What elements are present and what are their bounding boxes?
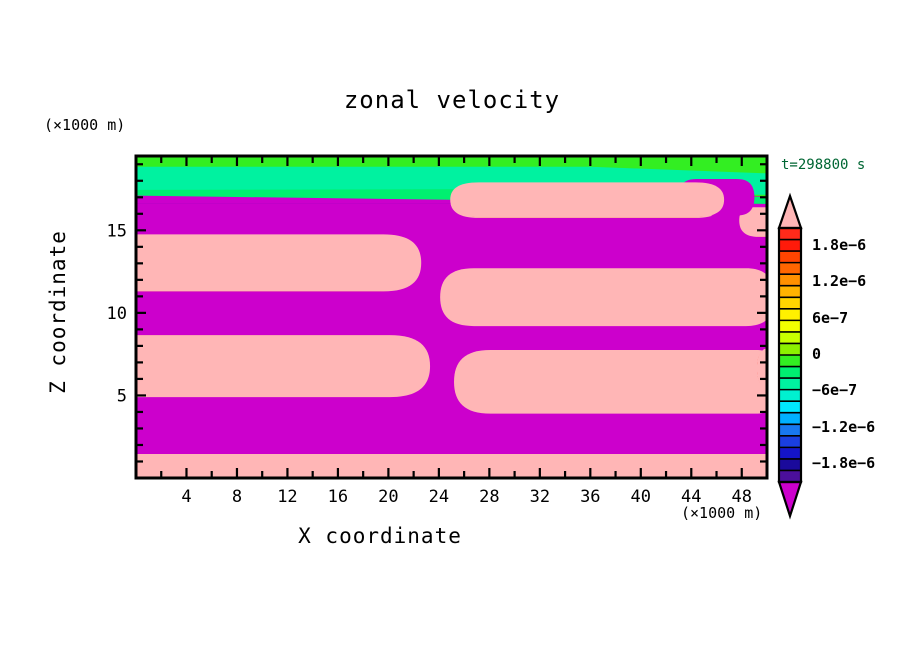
x-tick-label: 44 [681, 487, 701, 507]
contour-field [136, 156, 767, 478]
x-tick-label: 32 [530, 487, 550, 507]
x-tick-label: 24 [429, 487, 449, 507]
x-axis-units-label: (×1000 m) [681, 504, 763, 522]
colorbar-tick-label: 0 [812, 345, 822, 363]
y-axis-units-label: (×1000 m) [44, 116, 126, 134]
colorbar-tick-label: −1.8e−6 [812, 453, 876, 472]
colorbar [777, 192, 803, 520]
y-tick-label: 10 [107, 304, 127, 324]
x-tick-label: 8 [232, 487, 242, 507]
colorbar-frame [777, 192, 803, 520]
y-axis-ticks: 5 10 15 [107, 163, 767, 480]
x-tick-label: 28 [479, 487, 499, 507]
x-axis-title: X coordinate [298, 524, 462, 548]
colorbar-tick-label: −1.2e−6 [812, 417, 876, 436]
page-title: zonal velocity [343, 86, 561, 114]
x-tick-label: 36 [580, 487, 600, 507]
x-tick-label: 48 [732, 487, 752, 507]
colorbar-tick-label: −6e−7 [812, 381, 858, 400]
colorbar-tick-label: 6e−7 [812, 308, 849, 327]
timestamp-annotation: t=298800 s [781, 157, 866, 173]
colorbar-tick-label: 1.8e−6 [812, 236, 867, 255]
y-tick-label: 15 [107, 221, 127, 241]
x-axis-ticks: 4 8 12 16 20 24 28 32 36 40 44 48 [134, 156, 769, 507]
x-tick-label: 16 [328, 487, 348, 507]
x-tick-label: 12 [277, 487, 297, 507]
colorbar-tick-label: 1.2e−6 [812, 272, 867, 291]
x-tick-label: 40 [631, 487, 651, 507]
colorbar-bands [779, 228, 801, 483]
y-tick-label: 5 [117, 386, 127, 406]
x-tick-label: 4 [181, 487, 191, 507]
axes-area [134, 154, 769, 480]
x-tick-label: 20 [378, 487, 398, 507]
